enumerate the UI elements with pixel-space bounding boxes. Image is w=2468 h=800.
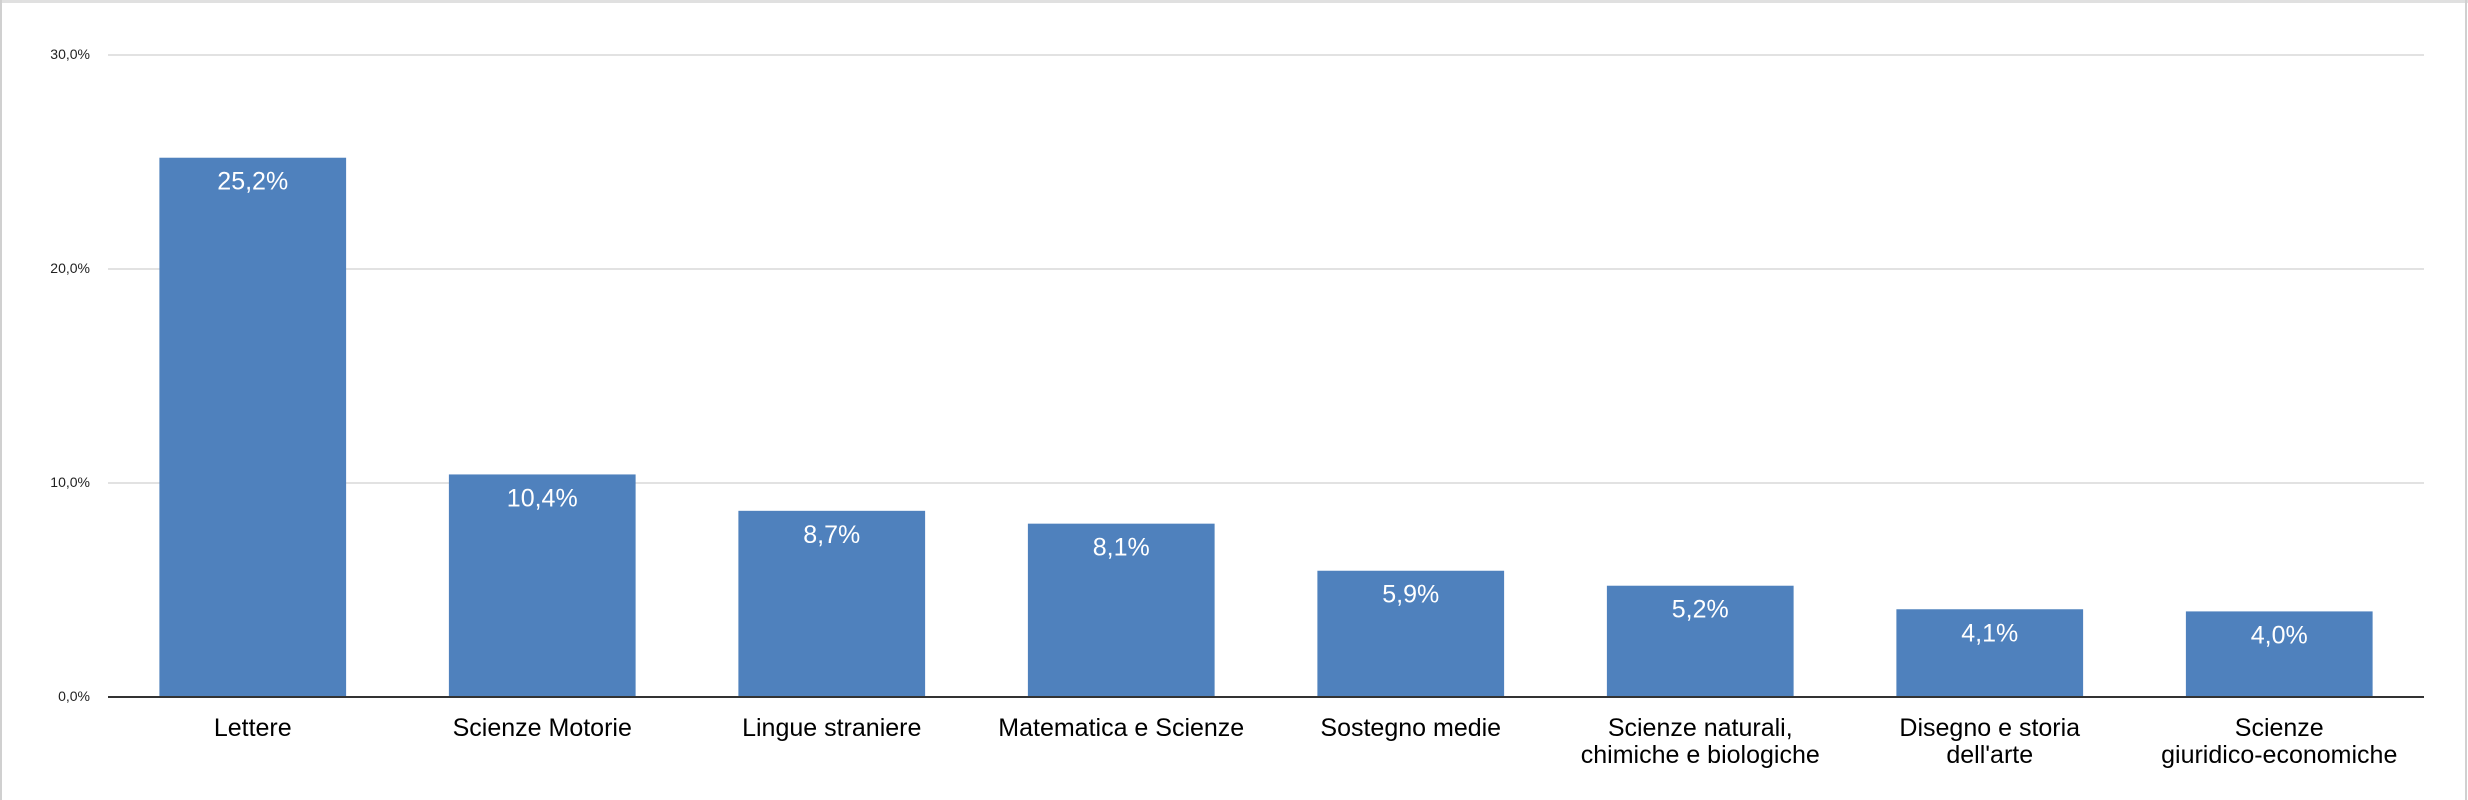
category-label: Scienze giuridico-economiche (2161, 714, 2397, 769)
bars (159, 157, 2373, 698)
bar (738, 510, 926, 697)
category-label-line: chimiche e biologiche (1581, 741, 1820, 769)
category-label-line: Scienze (2235, 714, 2324, 742)
category-label: Scienze naturali, chimiche e biologiche (1581, 714, 1820, 769)
data-label: 5,2% (1672, 596, 1729, 624)
category-label: Sostegno medie (1320, 714, 1501, 742)
bar (448, 474, 636, 697)
category-label-line: Scienze Motorie (453, 714, 632, 742)
category-label-line: Matematica e Scienze (998, 714, 1244, 742)
y-tick-label: 30,0% (50, 46, 90, 62)
y-axis-tick-labels: 0,0% 10,0% 20,0% 30,0% (50, 46, 90, 704)
category-label: Scienze Motorie (453, 714, 632, 742)
bar (1027, 523, 1215, 697)
data-label: 10,4% (507, 484, 578, 512)
category-label-line: dell'arte (1946, 741, 2033, 769)
data-labels: 25,2% 10,4% 8,7% 8,1% 5,9% 5,2% 4,1% 4,0% (217, 168, 2307, 650)
bar (1317, 570, 1505, 697)
category-label-line: Disegno e storia (1899, 714, 2080, 742)
bar (1606, 585, 1794, 697)
category-label: Lettere (214, 714, 292, 742)
category-label: Disegno e storia dell'arte (1899, 714, 2080, 769)
data-label: 4,0% (2251, 621, 2308, 649)
category-label-line: Lettere (214, 714, 292, 742)
data-label: 5,9% (1382, 581, 1439, 609)
category-label: Matematica e Scienze (998, 714, 1244, 742)
category-label-line: Sostegno medie (1320, 714, 1501, 742)
x-axis-category-labels: Lettere Scienze Motorie Lingue straniere Ma… (214, 714, 2398, 769)
bar (2185, 611, 2373, 697)
data-label: 8,1% (1093, 534, 1150, 562)
bar (159, 157, 347, 698)
y-tick-label: 0,0% (58, 688, 90, 704)
category-label-line: Scienze naturali, (1608, 714, 1793, 742)
bar (1896, 609, 2084, 697)
y-tick-label: 10,0% (50, 474, 90, 490)
data-label: 25,2% (217, 168, 288, 196)
category-label-line: Lingue straniere (742, 714, 921, 742)
data-label: 4,1% (1961, 619, 2018, 647)
data-label: 8,7% (803, 521, 860, 549)
y-tick-label: 20,0% (50, 260, 90, 276)
category-label: Lingue straniere (742, 714, 921, 742)
category-label-line: giuridico-economiche (2161, 741, 2397, 769)
